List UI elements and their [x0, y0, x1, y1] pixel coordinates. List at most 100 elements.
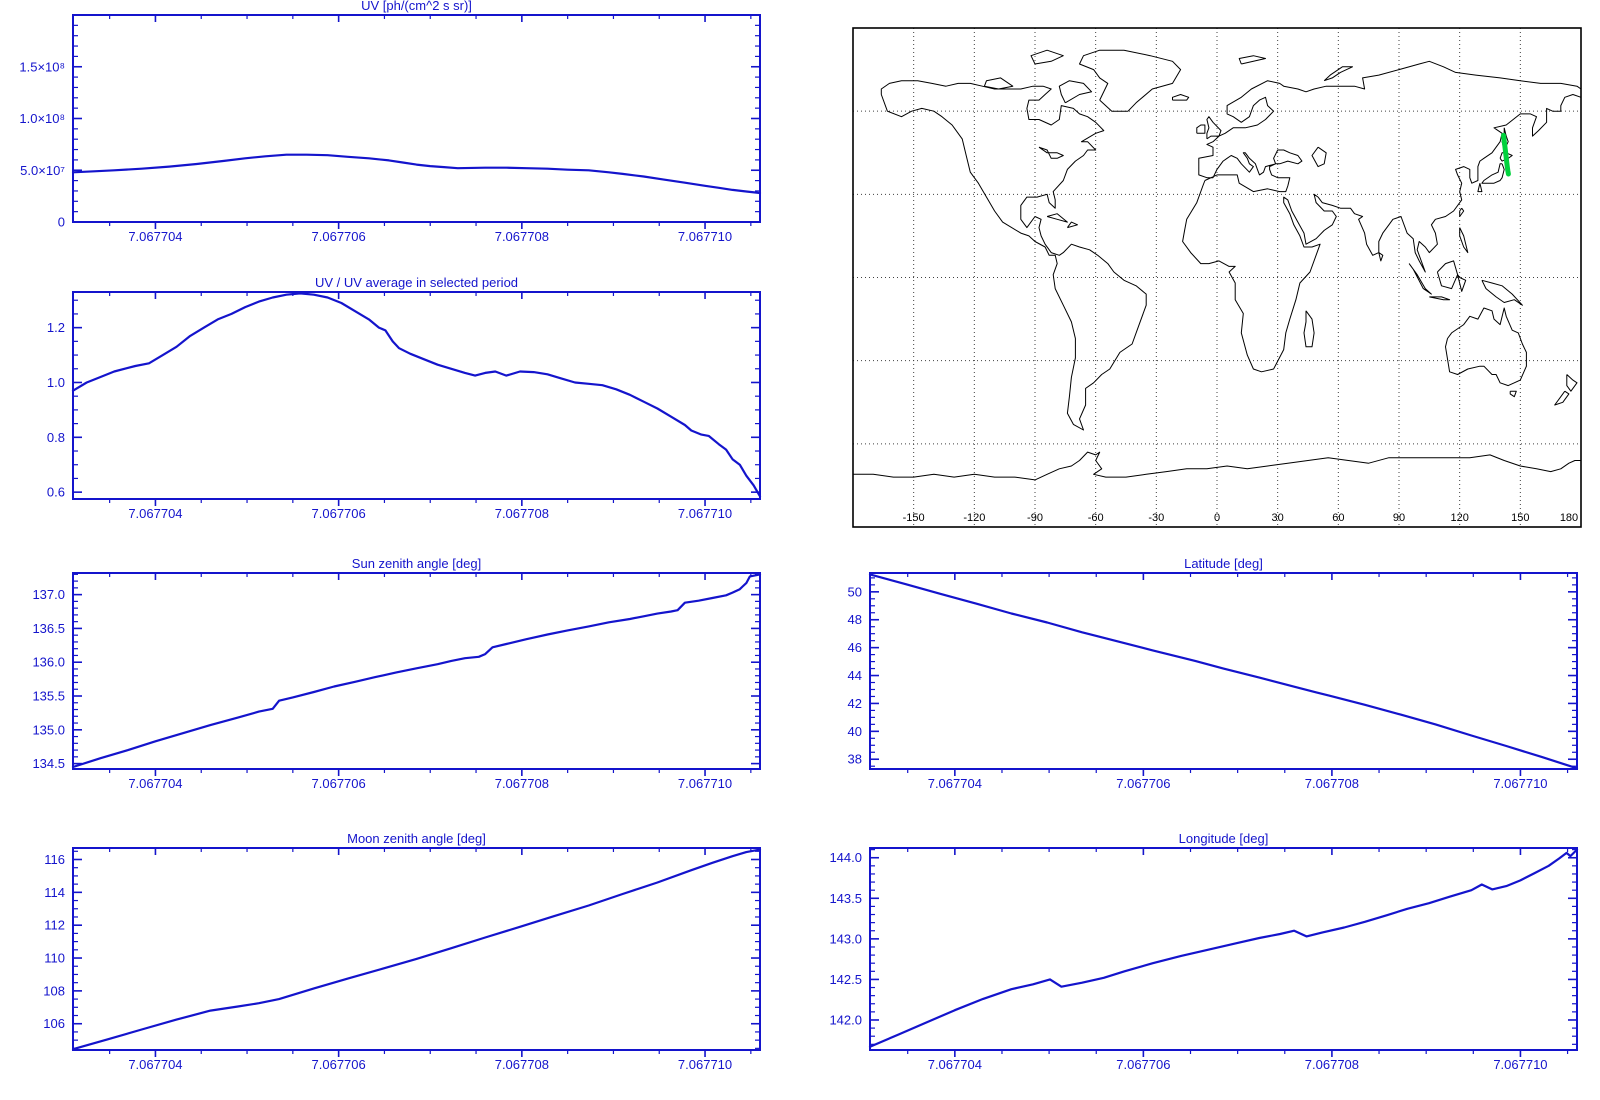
moon-x-tick-label: 7.067706 [312, 1057, 366, 1072]
lon-x-tick-label: 7.067706 [1116, 1057, 1170, 1072]
ratio-y-tick-label: 0.8 [47, 430, 65, 445]
coastline [880, 80, 1147, 431]
map-frame [852, 27, 1582, 528]
uv-x-tick-label: 7.067710 [678, 229, 732, 244]
satellite-ground-track [1501, 132, 1511, 177]
ratio-title: UV / UV average in selected period [315, 275, 518, 290]
lon-title: Longitude [deg] [1179, 831, 1269, 846]
coastline [1038, 146, 1064, 159]
sun-x-tick-label: 7.067704 [128, 776, 182, 791]
coastline [1311, 146, 1327, 168]
uv-y-tick-label: 5.0×10⁷ [20, 163, 65, 178]
map-lon-label: 150 [1511, 512, 1529, 524]
moon-x-tick-label: 7.067710 [678, 1057, 732, 1072]
lat-y-tick-label: 40 [848, 724, 862, 739]
lat-x-tick-label: 7.067708 [1305, 776, 1359, 791]
coastline [1436, 260, 1459, 290]
chart-moon: 7.067704 7.067706 7.067708 7.067710 106 108 11… [43, 831, 762, 1072]
coastline [1196, 124, 1206, 134]
lat-title: Latitude [deg] [1184, 556, 1263, 571]
moon-y-tick-label: 116 [44, 852, 65, 867]
map-lon-label: 180 [1560, 512, 1578, 524]
uv-frame [72, 14, 761, 223]
lat-y-tick-label: 46 [848, 640, 862, 655]
sun-title: Sun zenith angle [deg] [352, 556, 481, 571]
sun-x-tick-label: 7.067710 [678, 776, 732, 791]
moon-series-line [71, 848, 762, 1051]
coastline [1066, 221, 1078, 229]
coastline [1058, 80, 1093, 104]
map-lon-label: 30 [1272, 512, 1284, 524]
coastline [1459, 207, 1465, 217]
lat-y-tick-label: 38 [848, 752, 862, 767]
lat-x-tick-label: 7.067704 [928, 776, 982, 791]
map-lon-label: 120 [1450, 512, 1468, 524]
moon-y-tick-label: 108 [43, 983, 65, 998]
lon-y-tick-label: 143.0 [829, 931, 862, 946]
chart-lon: 7.067704 7.067706 7.067708 7.067710 142.0 142… [829, 831, 1579, 1072]
sun-y-tick-label: 137.0 [32, 587, 65, 602]
uv-title: UV [ph/(cm^2 s sr)] [361, 0, 472, 13]
sun-y-tick-label: 136.0 [32, 655, 65, 670]
chart-lat: 7.067704 7.067706 7.067708 7.067710 38 40 42 44… [848, 556, 1579, 791]
moon-x-tick-label: 7.067708 [495, 1057, 549, 1072]
moon-y-tick-label: 106 [43, 1016, 65, 1031]
sun-y-tick-label: 135.0 [32, 722, 65, 737]
lon-x-tick-label: 7.067708 [1305, 1057, 1359, 1072]
sun-y-tick-label: 135.5 [32, 689, 65, 704]
coastline [1554, 390, 1570, 406]
lat-y-tick-label: 48 [848, 612, 862, 627]
coastline [983, 77, 1014, 90]
uv-series-line [71, 153, 762, 195]
moon-title: Moon zenith angle [deg] [347, 831, 486, 846]
uv-x-tick-label: 7.067708 [495, 229, 549, 244]
lat-y-tick-label: 50 [848, 584, 862, 599]
ratio-series-line [71, 292, 762, 498]
coastline [1481, 279, 1523, 306]
map-lon-label: 0 [1214, 512, 1220, 524]
uv-y-tick-label: 1.5×10⁸ [19, 59, 65, 74]
map-lon-label: 60 [1332, 512, 1344, 524]
coastline [1238, 55, 1266, 65]
lon-x-tick-label: 7.067704 [928, 1057, 982, 1072]
ratio-y-tick-label: 1.0 [47, 375, 65, 390]
coastline [1206, 116, 1222, 140]
coastline [1459, 227, 1469, 254]
coastline [1172, 94, 1190, 101]
map-lon-label: -90 [1027, 512, 1043, 524]
coastline [1303, 310, 1315, 348]
uv-y-tick-label: 0 [58, 215, 65, 230]
chart-sun: 7.067704 7.067706 7.067708 7.067710 134.5 135… [32, 556, 762, 791]
coastline [1445, 307, 1527, 387]
moon-y-tick-label: 114 [44, 885, 65, 900]
sun-y-tick-label: 134.5 [32, 756, 65, 771]
lat-y-tick-label: 44 [848, 668, 862, 683]
coastline [1408, 263, 1432, 295]
moon-y-tick-label: 112 [44, 918, 65, 933]
coastline [1499, 152, 1513, 162]
lon-frame [869, 847, 1578, 1051]
coastline [1457, 274, 1467, 292]
moon-x-tick-label: 7.067704 [128, 1057, 182, 1072]
ratio-frame [72, 291, 761, 500]
sun-y-tick-label: 136.5 [32, 621, 65, 636]
sun-frame [72, 572, 761, 770]
lat-frame [869, 572, 1578, 770]
lon-y-tick-label: 142.5 [829, 972, 862, 987]
coastline [1323, 66, 1353, 82]
lat-series-line [868, 573, 1579, 770]
chart-ratio: 7.067704 7.067706 7.067708 7.067710 0.6 0.8 1.… [47, 275, 762, 521]
sun-x-tick-label: 7.067706 [312, 776, 366, 791]
coastline [1046, 213, 1068, 223]
ratio-y-tick-label: 0.6 [47, 485, 65, 500]
map-lon-label: 90 [1393, 512, 1405, 524]
lon-y-tick-label: 144.0 [829, 850, 862, 865]
coastline [1566, 374, 1578, 392]
moon-frame [72, 847, 761, 1051]
chart-uv: 7.067704 7.067706 7.067708 7.067710 0 5.0×10⁷… [19, 0, 762, 244]
lon-y-tick-label: 142.0 [829, 1012, 862, 1027]
coastline [1030, 49, 1064, 65]
lon-series-line [868, 848, 1579, 1048]
